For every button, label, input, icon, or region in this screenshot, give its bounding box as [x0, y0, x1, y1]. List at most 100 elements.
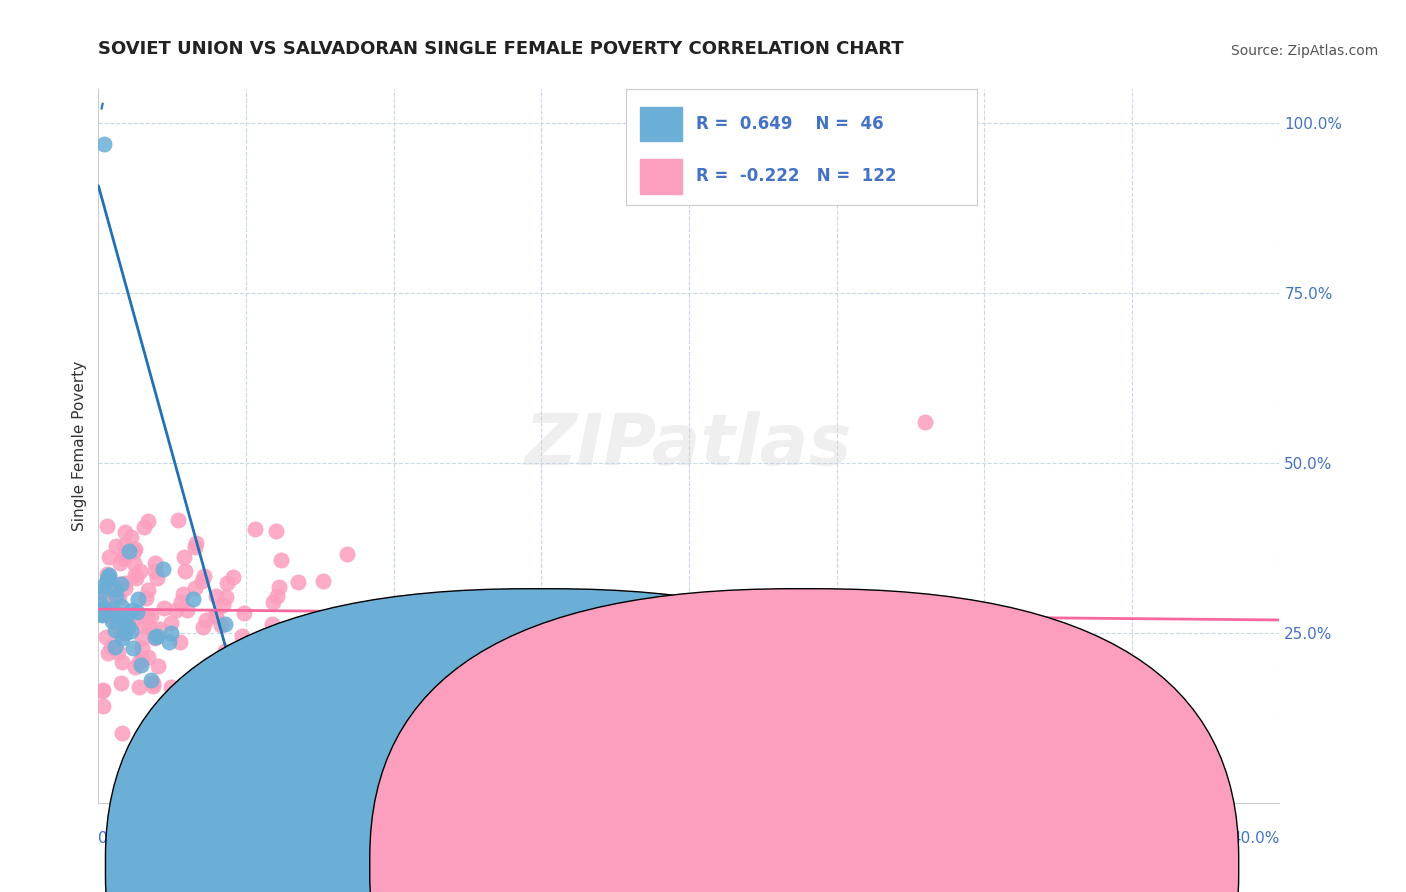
Point — [176, 603, 198, 617]
Point — [205, 718, 228, 732]
Point — [153, 600, 176, 615]
Point — [232, 607, 254, 621]
Point — [104, 582, 127, 597]
Point — [146, 659, 169, 673]
Point — [914, 415, 936, 429]
Point — [217, 575, 239, 590]
Point — [349, 635, 371, 649]
Point — [215, 648, 238, 663]
Point — [294, 705, 316, 719]
Point — [318, 698, 340, 713]
Point — [218, 673, 240, 688]
Point — [336, 547, 359, 561]
Point — [238, 674, 260, 689]
Point — [100, 610, 122, 624]
Point — [142, 676, 165, 690]
Point — [104, 623, 127, 637]
Point — [143, 556, 166, 570]
Point — [211, 598, 233, 612]
Point — [110, 675, 132, 690]
Point — [101, 583, 124, 598]
Point — [91, 607, 114, 622]
Point — [172, 587, 194, 601]
Point — [201, 729, 224, 743]
Point — [141, 609, 163, 624]
Text: R =  0.649    N =  46: R = 0.649 N = 46 — [696, 115, 883, 133]
Point — [110, 621, 132, 635]
Point — [107, 590, 129, 604]
Point — [160, 625, 183, 640]
Point — [105, 608, 128, 623]
Point — [110, 576, 132, 591]
Point — [111, 726, 134, 740]
Point — [160, 616, 183, 631]
Point — [128, 656, 150, 670]
Text: ZIPatlas: ZIPatlas — [526, 411, 852, 481]
Bar — [640, 159, 682, 194]
Point — [280, 646, 302, 660]
Point — [190, 574, 212, 588]
Point — [122, 557, 145, 571]
Point — [93, 601, 115, 615]
Point — [93, 682, 115, 697]
Point — [350, 607, 373, 621]
Text: SOVIET UNION VS SALVADORAN SINGLE FEMALE POVERTY CORRELATION CHART: SOVIET UNION VS SALVADORAN SINGLE FEMALE… — [98, 40, 904, 58]
Point — [264, 524, 287, 538]
Text: Source: ZipAtlas.com: Source: ZipAtlas.com — [1230, 44, 1378, 58]
Point — [110, 599, 132, 614]
Point — [231, 629, 253, 643]
Point — [104, 539, 127, 553]
Point — [90, 684, 112, 698]
Point — [121, 603, 143, 617]
Point — [169, 595, 191, 609]
Point — [91, 602, 114, 616]
Text: 0.0%: 0.0% — [98, 831, 138, 847]
Point — [112, 550, 135, 565]
Point — [101, 592, 124, 607]
Point — [98, 567, 121, 582]
Point — [96, 567, 118, 582]
Point — [132, 619, 155, 633]
Point — [429, 597, 451, 611]
Point — [159, 634, 181, 648]
Point — [122, 544, 145, 558]
Point — [262, 595, 284, 609]
Point — [101, 602, 124, 616]
Point — [111, 656, 134, 670]
Point — [97, 593, 120, 607]
Point — [112, 538, 135, 552]
Point — [146, 571, 169, 585]
Point — [105, 621, 128, 635]
Point — [96, 519, 118, 533]
Point — [204, 608, 226, 623]
Point — [90, 597, 112, 611]
Point — [135, 609, 157, 624]
Point — [124, 541, 146, 556]
Point — [214, 644, 236, 658]
Point — [97, 646, 120, 660]
Point — [143, 565, 166, 579]
Point — [111, 631, 134, 645]
Point — [143, 630, 166, 644]
Point — [138, 514, 160, 528]
Point — [312, 574, 335, 588]
Point — [131, 640, 153, 655]
Point — [91, 579, 114, 593]
Point — [94, 630, 117, 644]
Point — [205, 609, 228, 624]
Point — [124, 660, 146, 674]
Point — [104, 640, 127, 655]
Point — [112, 615, 135, 630]
Bar — [640, 106, 682, 141]
Point — [214, 591, 236, 605]
Point — [93, 136, 115, 151]
Point — [108, 577, 131, 591]
Point — [131, 631, 153, 645]
Point — [209, 618, 232, 632]
Point — [120, 619, 142, 633]
Point — [193, 620, 215, 634]
Point — [193, 569, 215, 583]
Text: 40.0%: 40.0% — [1232, 831, 1279, 847]
Point — [191, 673, 214, 688]
Point — [146, 629, 169, 643]
